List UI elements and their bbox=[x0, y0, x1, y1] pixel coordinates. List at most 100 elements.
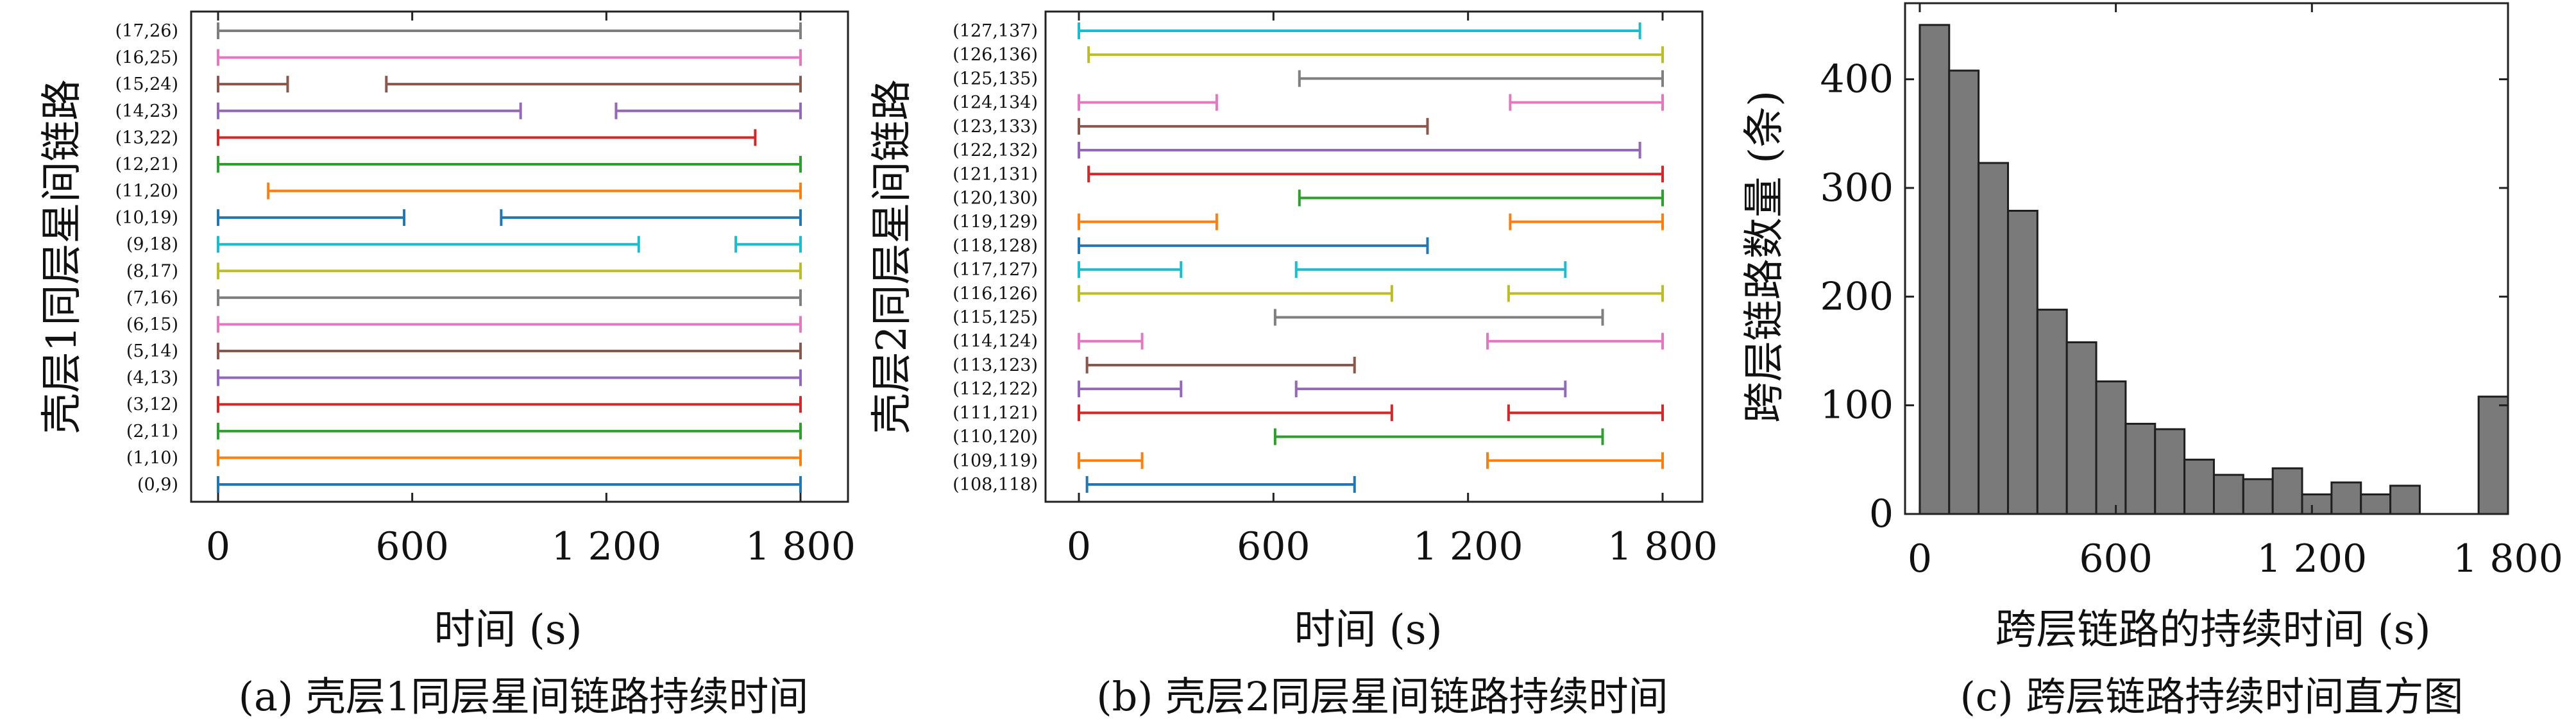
histogram-bar bbox=[1948, 69, 1980, 515]
panel-b-frame bbox=[1044, 10, 1704, 503]
histogram-bar bbox=[2330, 481, 2362, 515]
panel-b-link-label: (121,131) bbox=[953, 164, 1038, 184]
panel-c-y-tick-label: 200 bbox=[1820, 274, 1894, 319]
histogram-bar bbox=[2271, 467, 2303, 515]
histogram-bar bbox=[1978, 162, 2009, 515]
panel-b-link-label: (119,129) bbox=[953, 212, 1038, 232]
panel-b-link-segment bbox=[1507, 285, 1664, 302]
panel-b-link-segment bbox=[1273, 309, 1604, 326]
histogram-bar bbox=[2183, 458, 2215, 515]
panel-a-x-tick-label: 1 800 bbox=[745, 524, 856, 569]
panel-a-ylabel: 壳层1同层星间链路 bbox=[38, 80, 86, 434]
panel-b-link-label: (126,136) bbox=[953, 45, 1038, 65]
histogram-bar bbox=[2154, 428, 2186, 515]
panel-a-link-label: (1,10) bbox=[126, 448, 178, 468]
panel-b-x-tick-label: 0 bbox=[1067, 524, 1091, 569]
panel-b-link-segment bbox=[1078, 261, 1183, 278]
panel-b-link-label: (108,118) bbox=[953, 475, 1038, 495]
panel-b-link-segment bbox=[1078, 404, 1393, 422]
panel-a-link-segment bbox=[217, 449, 802, 466]
panel-b-link-segment bbox=[1078, 332, 1144, 350]
histogram-bar bbox=[2242, 478, 2274, 515]
panel-b-link-segment bbox=[1087, 46, 1664, 64]
panel-b-link-segment bbox=[1507, 404, 1664, 422]
panel-a-link-label: (8,17) bbox=[126, 261, 178, 281]
panel-b-link-label: (111,121) bbox=[953, 403, 1038, 423]
panel-b-link-segment bbox=[1078, 213, 1218, 230]
panel-b-link-segment bbox=[1078, 381, 1183, 398]
panel-b-x-tick-label: 600 bbox=[1237, 524, 1310, 569]
histogram-bar bbox=[2477, 395, 2509, 515]
panel-b-link-segment bbox=[1509, 94, 1664, 111]
panel-b-link-segment bbox=[1078, 117, 1429, 135]
panel-b-link-label: (123,133) bbox=[953, 117, 1038, 137]
panel-b-ylabel: 壳层2同层星间链路 bbox=[869, 80, 916, 434]
panel-a-link-label: (3,12) bbox=[126, 395, 178, 415]
histogram-bar bbox=[2389, 484, 2421, 515]
panel-a-link-segment bbox=[614, 102, 802, 119]
panel-b-link-label: (117,127) bbox=[953, 260, 1038, 280]
panel-b-link-segment bbox=[1087, 166, 1664, 183]
panel-a-x-tick-label: 1 200 bbox=[551, 524, 661, 569]
panel-c-plot-area: 0 600 1 200 1 800 0 100 200 300 400 bbox=[1820, 3, 2563, 581]
panel-b-link-label: (120,130) bbox=[953, 188, 1038, 208]
histogram-bar bbox=[2360, 493, 2392, 515]
panel-a-link-label: (15,24) bbox=[115, 74, 178, 94]
panel-b-link-label: (127,137) bbox=[953, 21, 1038, 41]
panel-a-link-label: (16,25) bbox=[115, 48, 178, 68]
histogram-bar bbox=[2095, 380, 2127, 515]
panel-a-link-label: (5,14) bbox=[126, 341, 178, 361]
panel-c-x-tick-label: 0 bbox=[1908, 536, 1932, 581]
panel-c-xlabel: 跨层链路的持续时间 (s) bbox=[1995, 606, 2430, 654]
panel-a-link-segment bbox=[217, 262, 802, 280]
panel-b-plot-area: (108,118) (109,119) (110,120) (111,121) (112… bbox=[953, 12, 1718, 569]
panel-a-link-segment bbox=[217, 49, 802, 66]
panel-b-x-tick-label: 1 800 bbox=[1607, 524, 1718, 569]
panel-b-link-label: (114,124) bbox=[953, 332, 1038, 352]
panel-a-link-segment bbox=[217, 235, 640, 253]
panel-b-x-tick-label: 1 200 bbox=[1413, 524, 1523, 569]
panel-c-y-tick-label: 100 bbox=[1820, 383, 1894, 428]
panel-a-link-segment bbox=[217, 129, 757, 146]
panel-a-xlabel: 时间 (s) bbox=[434, 606, 582, 654]
panel-b-link-segment bbox=[1078, 94, 1218, 111]
panel-a-link-segment bbox=[217, 102, 522, 119]
panel-a-link-label: (14,23) bbox=[115, 101, 178, 121]
panel-c-y-tick-label: 400 bbox=[1820, 57, 1894, 102]
panel-b-link-segment bbox=[1085, 356, 1356, 373]
panel-a-link-segment bbox=[217, 396, 802, 413]
panel-a-plot-area: (0,9) (1,10) (2,11) (3,12) (4,13) (5,14) (6,15… bbox=[115, 12, 856, 569]
panel-b-link-segment bbox=[1078, 142, 1641, 159]
panel-a-link-segment bbox=[217, 316, 802, 333]
panel-a-link-segment bbox=[217, 155, 802, 173]
panel-a-link-label: (13,22) bbox=[115, 128, 178, 148]
panel-c-y-tick-label: 300 bbox=[1820, 166, 1894, 210]
panel-b-link-label: (109,119) bbox=[953, 451, 1038, 471]
panel-a-caption: (a) 壳层1同层星间链路持续时间 bbox=[239, 673, 809, 720]
panel-a-x-tick-label: 0 bbox=[206, 524, 230, 569]
panel-b-link-label: (115,125) bbox=[953, 308, 1038, 328]
panel-c-frame bbox=[1904, 2, 2509, 515]
panel-a-link-label: (0,9) bbox=[137, 475, 178, 495]
panel-b-link-timeline: 壳层2同层星间链路 (108,118) (109,119) (110,120) (11… bbox=[869, 10, 1718, 720]
panel-c-ylabel: 跨层链路数量 (条) bbox=[1741, 90, 1788, 423]
panel-a-link-label: (10,19) bbox=[115, 208, 178, 228]
panel-c-x-tick-label: 1 200 bbox=[2257, 536, 2367, 581]
panel-b-link-label: (118,128) bbox=[953, 236, 1038, 256]
histogram-bar bbox=[2006, 209, 2038, 515]
panel-a-x-tick-label: 600 bbox=[375, 524, 449, 569]
panel-b-link-segment bbox=[1486, 452, 1664, 469]
panel-a-link-label: (2,11) bbox=[126, 422, 178, 441]
panel-b-link-segment bbox=[1298, 189, 1664, 207]
panel-a-link-segment bbox=[217, 422, 802, 440]
panel-b-link-label: (125,135) bbox=[953, 69, 1038, 89]
histogram-bar bbox=[2124, 422, 2157, 515]
panel-b-link-label: (113,123) bbox=[953, 355, 1038, 375]
panel-b-link-segment bbox=[1294, 381, 1567, 398]
panel-b-link-segment bbox=[1294, 261, 1567, 278]
panel-b-link-label: (110,120) bbox=[953, 427, 1038, 447]
panel-a-link-segment bbox=[267, 182, 802, 200]
panel-b-link-segment bbox=[1078, 452, 1144, 469]
panel-a-link-segment bbox=[217, 22, 802, 39]
